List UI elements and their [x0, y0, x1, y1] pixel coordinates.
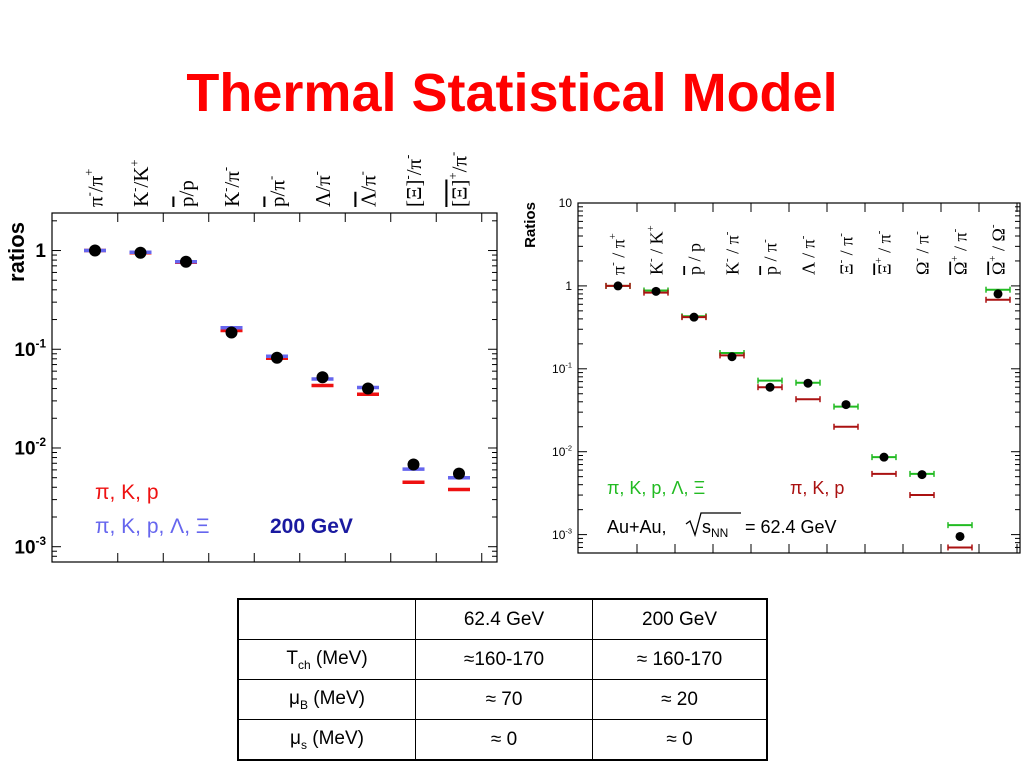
plot-frame	[51, 212, 498, 563]
data-point	[993, 289, 1003, 299]
category-label: Ω+ / Ω-	[987, 224, 1008, 275]
data-point	[917, 470, 927, 480]
y-tick-label: 10-1	[14, 337, 46, 361]
data-point	[362, 382, 374, 395]
y-tick-label: 1	[565, 279, 572, 293]
category-label: Λ / π-	[797, 235, 818, 275]
category-label: K-/K+	[127, 160, 152, 208]
plot-frame	[577, 202, 1021, 554]
category-label: Λ/π-	[309, 171, 334, 207]
y-tick-label: 10-2	[14, 436, 46, 460]
row-label-mub: μB (MeV)	[237, 679, 416, 720]
table-header-cell	[237, 598, 416, 640]
y-tick-label: 1	[35, 241, 46, 262]
legend-pi-k-p-lambda-xi: π, K, p, Λ, Ξ	[607, 478, 705, 498]
data-point	[225, 326, 238, 339]
table-cell: ≈ 0	[592, 719, 768, 761]
category-label: π-/π+	[82, 169, 107, 207]
data-point	[271, 351, 283, 364]
row-label-mus: μs (MeV)	[237, 719, 416, 761]
legend-energy: = 62.4 GeV	[745, 517, 837, 537]
category-label: p/π-	[264, 176, 289, 207]
data-point	[613, 281, 623, 291]
table-cell: ≈160-170	[415, 639, 593, 680]
category-label: K- / K+	[645, 225, 666, 275]
category-label: K-/π-	[218, 167, 243, 207]
category-label: Ξ+ / π-	[873, 230, 894, 275]
data-point	[955, 531, 965, 541]
table-row: μB (MeV) ≈ 70 ≈ 20	[237, 679, 768, 720]
table-header-cell: 62.4 GeV	[415, 598, 593, 640]
legend-pi-k-p-lambda-xi: π, K, p, Λ, Ξ	[95, 515, 210, 538]
data-point	[803, 378, 813, 388]
data-point	[651, 286, 661, 296]
chart-200gev: 1 10-1 10-2 10-3 ratios π-/π+ K-/K+ p/p K-/π-p/π…	[4, 152, 498, 563]
legend-energy: 200 GeV	[270, 515, 353, 538]
table-row: Tch (MeV) ≈160-170 ≈ 160-170	[237, 639, 768, 680]
data-point	[316, 371, 329, 384]
row-label-tch: Tch (MeV)	[237, 639, 416, 680]
y-tick-label: 10-3	[14, 535, 46, 559]
legend-sqrt-s: sNN	[702, 517, 728, 540]
table-cell: ≈ 160-170	[592, 639, 768, 680]
y-tick-label: 10-1	[552, 361, 572, 376]
category-label: Ξ- / π-	[835, 233, 856, 275]
data-point	[407, 458, 420, 471]
table-cell: ≈ 0	[415, 719, 593, 761]
data-point	[89, 244, 101, 257]
parameters-table: 62.4 GeV 200 GeV Tch (MeV) ≈160-170 ≈ 16…	[237, 598, 768, 761]
table-row: μs (MeV) ≈ 0 ≈ 0	[237, 719, 768, 761]
data-point	[689, 312, 699, 322]
category-label: [Ξ]+/π-	[446, 152, 471, 207]
category-label: K- / π-	[721, 231, 742, 275]
legend-pi-k-p: π, K, p	[790, 478, 844, 498]
category-label: Ω+ / π-	[949, 228, 970, 275]
chart-62gev: 10 1 10-1 10-2 10-3 Ratios π- / π+ K- / K+ p / p…	[522, 196, 1021, 554]
table-cell: ≈ 70	[415, 679, 593, 720]
category-label: [Ξ]-/π-	[400, 155, 425, 207]
y-tick-label: 10-2	[552, 444, 572, 459]
data-point	[180, 255, 192, 268]
category-label: Λ/π-	[355, 171, 380, 207]
table-cell: ≈ 20	[592, 679, 768, 720]
data-point	[841, 400, 851, 410]
y-tick-label: 10	[559, 196, 573, 210]
data-point	[765, 382, 775, 392]
data-point	[453, 467, 465, 480]
sqrt-sign-icon	[685, 512, 741, 538]
y-tick-label: 10-3	[552, 526, 572, 541]
legend-system: Au+Au,	[607, 517, 667, 537]
slide-title: Thermal Statistical Model	[186, 63, 838, 123]
category-label: Ω- / π-	[911, 231, 932, 275]
category-label: π- / π+	[607, 233, 628, 275]
data-point	[727, 352, 737, 362]
table-header-row: 62.4 GeV 200 GeV	[237, 598, 768, 640]
data-point	[879, 452, 889, 462]
y-axis-label: Ratios	[522, 202, 539, 248]
category-label: p/p	[174, 180, 198, 207]
data-point	[134, 246, 147, 259]
category-label: p / p	[684, 243, 704, 275]
category-label: p / π-	[759, 239, 780, 275]
legend-pi-k-p: π, K, p	[95, 481, 159, 504]
table-header-cell: 200 GeV	[592, 598, 768, 640]
y-axis-label: ratios	[4, 222, 29, 282]
